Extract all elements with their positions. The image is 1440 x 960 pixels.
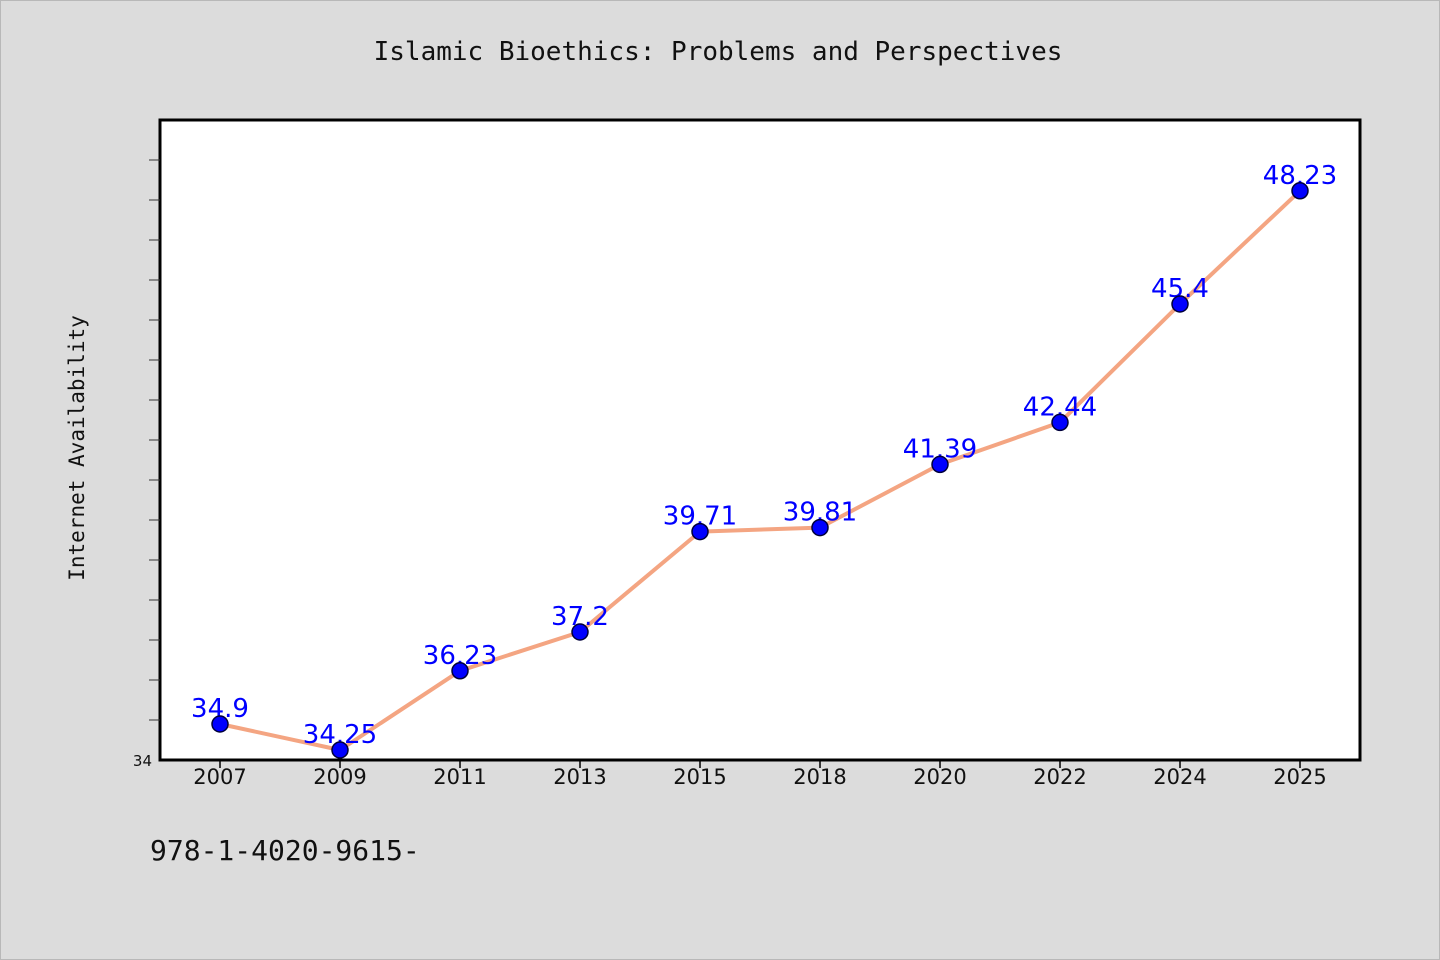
x-tick-label: 2020: [913, 765, 966, 789]
data-point: [931, 455, 949, 474]
chart-title: Islamic Bioethics: Problems and Perspect…: [374, 37, 1063, 67]
data-point: [1291, 182, 1309, 200]
y-axis-label: Internet Availability: [65, 315, 89, 581]
x-tick-label: 2018: [793, 765, 846, 789]
data-point: [451, 662, 469, 680]
data-point: [571, 623, 589, 641]
x-tick-label: 2015: [673, 765, 726, 789]
data-point: [331, 741, 349, 759]
data-point: [1171, 295, 1189, 313]
data-point: [811, 518, 829, 537]
x-axis-ticks: 2007 2009 2011 2013 2015 2018 2020 2022 2024 2025: [193, 760, 1327, 789]
data-point: [211, 715, 229, 733]
x-tick-label: 2009: [313, 765, 366, 789]
x-tick-label: 2007: [193, 765, 246, 789]
series-line: [218, 188, 1302, 752]
y-tick-label: 34: [133, 752, 152, 770]
x-tick-label: 2022: [1033, 765, 1086, 789]
x-tick-label: 2011: [433, 765, 486, 789]
x-tick-label: 2025: [1273, 765, 1326, 789]
x-tick-label: 2024: [1153, 765, 1206, 789]
x-tick-label: 2013: [553, 765, 606, 789]
data-point: [691, 522, 709, 541]
plot-area: [158, 118, 1362, 762]
y-axis-ticks: 34: [133, 159, 160, 770]
data-point: [1051, 413, 1069, 432]
footer-code: 978-1-4020-9615-: [150, 834, 420, 867]
